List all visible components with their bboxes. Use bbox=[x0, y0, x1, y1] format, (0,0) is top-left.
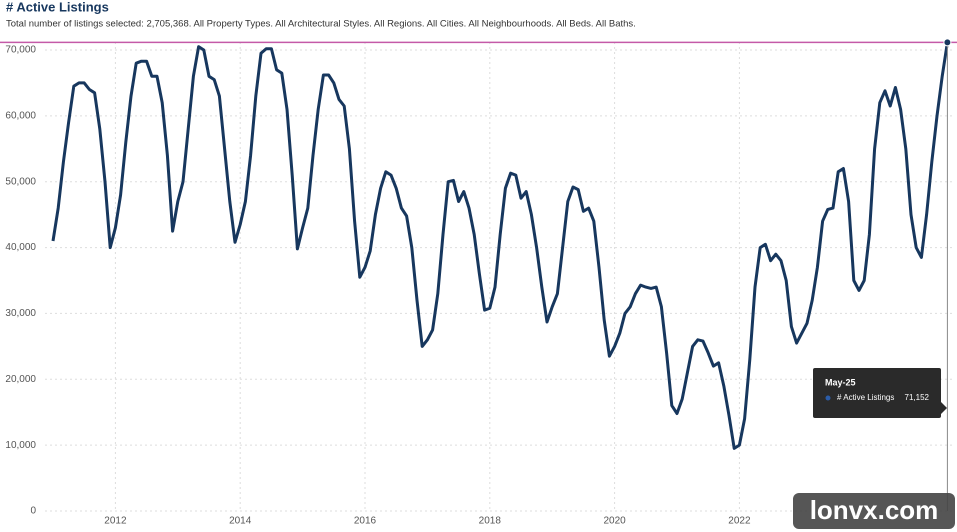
y-tick-label: 0 bbox=[30, 506, 36, 517]
chart-subtitle: Total number of listings selected: 2,705… bbox=[6, 19, 636, 30]
x-tick-label: 2012 bbox=[104, 516, 127, 527]
line-series bbox=[51, 42, 949, 450]
tooltip-label: # Active Listings bbox=[837, 393, 894, 402]
tooltip-swatch bbox=[825, 395, 831, 401]
y-tick-label: 30,000 bbox=[5, 308, 36, 319]
tooltip-box bbox=[813, 368, 941, 418]
watermark-box bbox=[793, 493, 955, 529]
tooltip-value: 71,152 bbox=[905, 393, 930, 402]
y-tick-label: 50,000 bbox=[5, 176, 36, 187]
x-tick-label: 2022 bbox=[728, 516, 751, 527]
x-tick-label: 2018 bbox=[479, 516, 502, 527]
y-tick-label: 60,000 bbox=[5, 110, 36, 121]
y-tick-label: 70,000 bbox=[5, 45, 36, 56]
y-tick-label: 40,000 bbox=[5, 242, 36, 253]
tooltip-title: May-25 bbox=[825, 377, 856, 387]
x-tick-label: 2014 bbox=[229, 516, 252, 527]
chart-title: # Active Listings bbox=[6, 0, 109, 14]
hover-point bbox=[943, 38, 952, 47]
watermark: lonvx.com bbox=[810, 495, 939, 525]
y-tick-label: 20,000 bbox=[5, 374, 36, 385]
y-tick-label: 10,000 bbox=[5, 440, 36, 451]
tooltip-pointer bbox=[941, 402, 947, 414]
x-tick-label: 2016 bbox=[354, 516, 377, 527]
x-tick-label: 2020 bbox=[603, 516, 626, 527]
